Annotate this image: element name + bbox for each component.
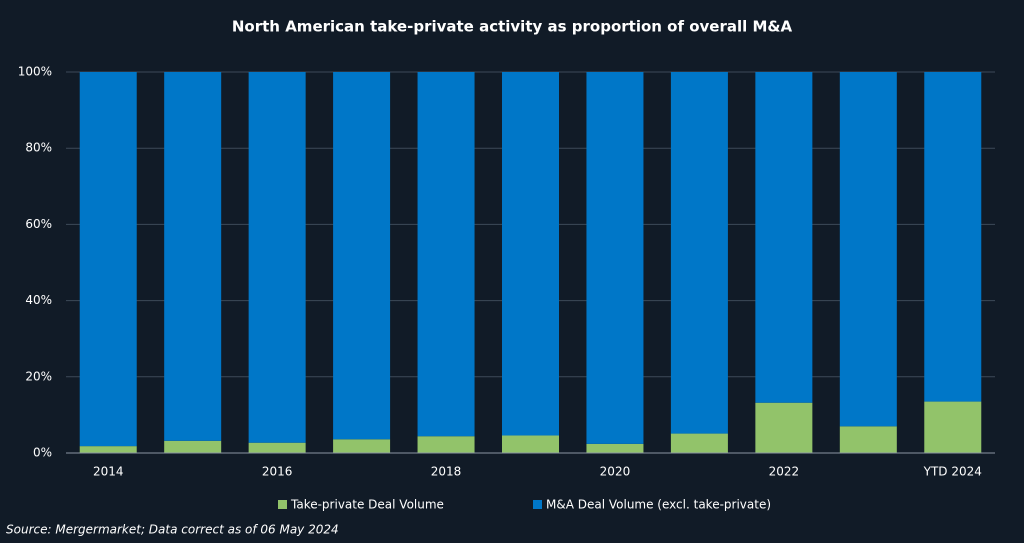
source-note: Source: Mergermarket; Data correct as of…	[6, 523, 339, 537]
bar-segment	[586, 443, 644, 453]
y-tick-label: 20%	[25, 369, 52, 383]
chart-title: North American take-private activity as …	[232, 18, 793, 36]
bar-segment	[670, 72, 728, 434]
x-tick-label: 2022	[769, 465, 800, 479]
y-tick-label: 40%	[25, 293, 52, 307]
x-tick-label: 2020	[600, 465, 631, 479]
bar-segment	[333, 72, 391, 440]
legend-swatch	[533, 500, 542, 509]
bar-segment	[755, 72, 813, 403]
bar-segment	[502, 72, 559, 436]
bar-segment	[79, 446, 137, 453]
bar-segment	[502, 435, 559, 453]
bar-segment	[417, 436, 475, 453]
bar-segment	[164, 72, 222, 441]
bar-segment	[248, 442, 306, 453]
bar-segment	[670, 433, 728, 453]
x-tick-label: 2018	[431, 465, 462, 479]
bar-segment	[248, 72, 306, 443]
bar-segment	[333, 439, 391, 453]
bar-segment	[79, 72, 137, 447]
bar-segment	[924, 72, 982, 402]
y-tick-label: 100%	[18, 65, 52, 79]
bar-segment	[839, 72, 897, 427]
x-tick-label: YTD 2024	[923, 465, 982, 479]
bar-segment	[417, 72, 475, 437]
y-tick-label: 60%	[25, 217, 52, 231]
y-tick-label: 80%	[25, 141, 52, 155]
bar-segment	[164, 440, 222, 453]
bar-segment	[755, 402, 813, 453]
bar-segment	[839, 426, 897, 453]
legend-label: M&A Deal Volume (excl. take-private)	[546, 498, 771, 512]
y-tick-label: 0%	[33, 446, 52, 460]
legend-swatch	[278, 500, 287, 509]
x-tick-label: 2014	[93, 465, 124, 479]
bar-segment	[586, 72, 644, 444]
x-tick-label: 2016	[262, 465, 293, 479]
legend-label: Take-private Deal Volume	[290, 498, 444, 512]
bar-segment	[924, 401, 982, 453]
